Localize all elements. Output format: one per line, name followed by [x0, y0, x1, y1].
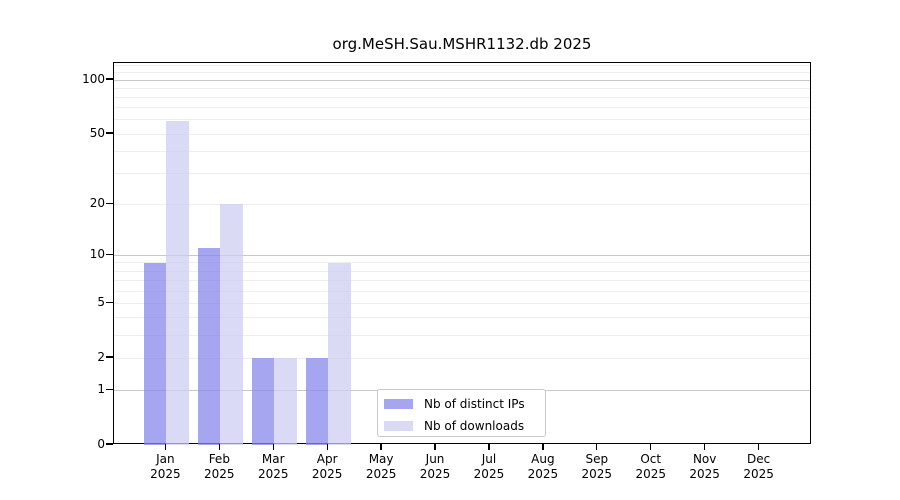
- x-tick-mark: [272, 444, 274, 450]
- minor-gridline: [114, 290, 810, 292]
- x-tick-mark: [757, 444, 760, 450]
- y-tick-mark: [106, 388, 113, 390]
- x-tick-label: Jan 2025: [150, 452, 181, 481]
- y-tick-mark: [106, 78, 113, 80]
- minor-gridline: [114, 133, 810, 135]
- y-tick-mark: [106, 301, 113, 303]
- bar-distinct-ips: [197, 248, 221, 445]
- minor-gridline: [114, 302, 810, 304]
- y-tick-mark: [106, 202, 113, 204]
- minor-gridline: [114, 72, 810, 74]
- x-tick-label: May 2025: [365, 452, 397, 481]
- legend-label: Nb of distinct IPs: [424, 397, 525, 411]
- minor-gridline: [114, 334, 810, 336]
- y-tick-label: 100: [82, 72, 105, 86]
- y-tick-mark: [106, 443, 113, 445]
- x-tick-label: Feb 2025: [204, 452, 235, 481]
- x-tick-label: Dec 2025: [743, 452, 774, 481]
- y-tick-label: 20: [89, 196, 105, 211]
- y-tick-label: 1: [97, 382, 105, 397]
- chart-title: org.MeSH.Sau.MSHR1132.db 2025: [332, 35, 592, 53]
- y-tick-label: 10: [89, 247, 105, 262]
- minor-gridline: [114, 96, 810, 98]
- minor-gridline: [114, 107, 810, 109]
- x-tick-mark: [218, 444, 220, 450]
- y-tick-mark: [106, 356, 113, 358]
- minor-gridline: [114, 150, 810, 152]
- bar-downloads: [166, 121, 189, 445]
- bar-downloads: [274, 358, 297, 445]
- minor-gridline: [114, 357, 810, 359]
- x-tick-label: Apr 2025: [311, 452, 343, 481]
- x-tick-mark: [650, 444, 652, 450]
- y-tick-mark: [106, 253, 113, 255]
- y-tick-label: 0: [97, 437, 105, 451]
- y-tick-mark: [106, 132, 113, 134]
- legend: Nb of distinct IPs Nb of downloads: [377, 389, 546, 437]
- minor-gridline: [114, 262, 810, 264]
- x-tick-label: Jul 2025: [473, 452, 505, 481]
- legend-item: Nb of downloads: [378, 416, 545, 436]
- x-tick-label: Oct 2025: [635, 452, 666, 481]
- x-tick-mark: [434, 444, 436, 450]
- minor-gridline: [114, 317, 810, 319]
- x-tick-label: Nov 2025: [689, 452, 720, 481]
- x-tick-label: Mar 2025: [257, 452, 289, 481]
- bar-distinct-ips: [305, 358, 329, 445]
- x-tick-mark: [542, 444, 544, 450]
- minor-gridline: [114, 203, 810, 205]
- legend-label: Nb of downloads: [424, 419, 525, 433]
- minor-gridline: [114, 119, 810, 121]
- x-tick-mark: [596, 444, 598, 450]
- x-tick-mark: [326, 444, 328, 450]
- minor-gridline: [114, 87, 810, 89]
- x-tick-label: Aug 2025: [527, 452, 559, 481]
- bar-distinct-ips: [144, 262, 167, 445]
- x-tick-label: Sep 2025: [581, 452, 613, 481]
- minor-gridline: [114, 270, 810, 272]
- legend-item: Nb of distinct IPs: [378, 394, 545, 414]
- x-tick-mark: [380, 444, 382, 450]
- y-tick-label: 5: [97, 295, 105, 310]
- x-tick-mark: [704, 444, 706, 450]
- minor-gridline: [114, 172, 810, 174]
- minor-gridline: [114, 65, 810, 67]
- major-gridline: [114, 79, 810, 81]
- y-tick-label: 50: [89, 126, 105, 141]
- plot-area: [113, 62, 811, 445]
- minor-gridline: [114, 280, 810, 282]
- x-tick-mark: [164, 444, 167, 450]
- x-tick-label: Jun 2025: [419, 452, 451, 481]
- bar-downloads: [220, 204, 243, 445]
- bar-distinct-ips: [251, 358, 275, 445]
- y-tick-label: 2: [97, 350, 105, 365]
- bar-downloads: [328, 262, 351, 445]
- major-gridline: [114, 254, 810, 256]
- x-tick-mark: [488, 444, 490, 450]
- legend-swatch: [384, 421, 413, 431]
- legend-swatch: [384, 399, 413, 409]
